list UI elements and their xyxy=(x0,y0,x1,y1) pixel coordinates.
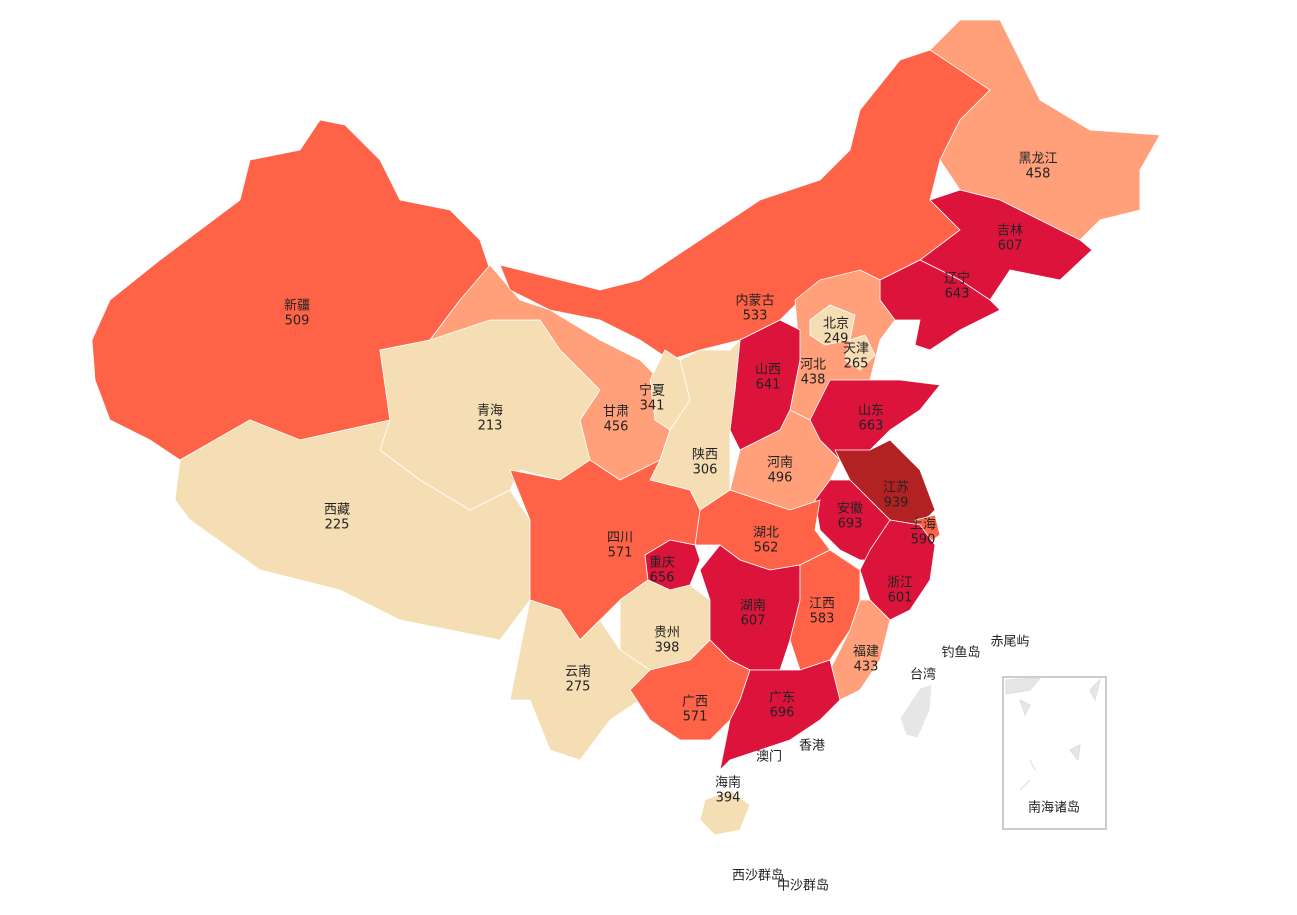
province-value: 641 xyxy=(756,378,781,393)
province-name: 江西 xyxy=(809,597,835,612)
province-name: 宁夏 xyxy=(639,383,665,399)
province-value: 571 xyxy=(608,546,633,561)
province xyxy=(649,338,741,511)
annotation: 西沙群岛 xyxy=(732,868,784,884)
province-value: 265 xyxy=(844,357,869,372)
annotation: 赤尾屿 xyxy=(990,635,1029,650)
annotation: 中沙群岛 xyxy=(777,878,829,894)
province-name: 甘肃 xyxy=(603,405,629,420)
province-value: 509 xyxy=(285,314,310,329)
province-name: 广西 xyxy=(682,695,708,710)
province-name: 四川 xyxy=(607,531,633,546)
province-name: 浙江 xyxy=(887,576,913,591)
province-name: 海南 xyxy=(715,775,741,791)
province-value: 458 xyxy=(1026,167,1051,182)
province-name: 吉林 xyxy=(997,224,1023,239)
province-name: 内蒙古 xyxy=(735,293,774,309)
province-value: 607 xyxy=(741,614,766,629)
province-name: 黑龙江 xyxy=(1018,152,1057,167)
annotation: 澳门 xyxy=(756,749,782,765)
province-value: 601 xyxy=(888,591,913,606)
province-value: 607 xyxy=(998,239,1023,254)
province-value: 643 xyxy=(945,287,970,302)
province-value: 656 xyxy=(650,571,675,586)
province-value: 583 xyxy=(810,612,835,627)
province xyxy=(509,599,651,761)
province-name: 重庆 xyxy=(649,555,675,571)
province-name: 西藏 xyxy=(324,503,350,518)
province xyxy=(91,119,491,461)
province-name: 安徽 xyxy=(837,502,863,517)
province-value: 571 xyxy=(683,710,708,725)
province-name: 江苏 xyxy=(883,480,909,496)
province-name: 湖北 xyxy=(753,526,779,541)
province-value: 663 xyxy=(859,419,884,434)
regions xyxy=(91,19,1161,836)
province-name: 河南 xyxy=(767,455,793,471)
province-value: 496 xyxy=(768,471,793,486)
annotation: 南海诸岛 xyxy=(1028,800,1080,816)
province-value: 433 xyxy=(854,660,879,675)
province-name: 湖南 xyxy=(740,598,766,614)
province-value: 225 xyxy=(325,518,350,533)
province-name: 新疆 xyxy=(284,298,310,314)
annotation: 香港 xyxy=(799,739,825,754)
province-value: 306 xyxy=(693,463,718,478)
province xyxy=(929,19,1161,241)
province-value: 341 xyxy=(640,399,665,414)
south-sea-islands xyxy=(1005,677,1101,791)
province-name: 福建 xyxy=(853,645,879,660)
province-name: 山东 xyxy=(858,404,884,419)
annotation: 钓鱼岛 xyxy=(941,645,980,661)
province xyxy=(649,349,691,431)
taiwan-shape xyxy=(899,683,933,739)
province-name: 陕西 xyxy=(692,448,718,463)
province xyxy=(719,659,841,772)
province-value: 590 xyxy=(911,533,936,548)
province xyxy=(859,519,936,621)
province-name: 云南 xyxy=(565,664,591,680)
province-value: 394 xyxy=(716,791,741,806)
province-value: 456 xyxy=(604,420,629,435)
province-name: 山西 xyxy=(755,363,781,378)
province-value: 696 xyxy=(770,706,795,721)
province-name: 上海 xyxy=(910,518,936,533)
province-name: 北京 xyxy=(823,317,849,332)
south-sea-box xyxy=(1002,676,1107,830)
province xyxy=(844,334,876,371)
province-value: 249 xyxy=(824,332,849,347)
annotation: 台湾 xyxy=(910,667,936,683)
province-name: 广东 xyxy=(769,691,795,706)
province-name: 辽宁 xyxy=(944,271,970,287)
province-value: 939 xyxy=(884,496,909,511)
labels: 新疆509西藏225青海213甘肃456内蒙古533黑龙江458吉林607辽宁6… xyxy=(284,152,1080,894)
province-value: 438 xyxy=(801,373,826,388)
province-name: 青海 xyxy=(477,404,503,419)
province xyxy=(789,549,861,671)
province-value: 533 xyxy=(743,309,768,324)
province-name: 贵州 xyxy=(654,626,680,641)
province-name: 河北 xyxy=(800,358,826,373)
province-value: 398 xyxy=(655,641,680,656)
province xyxy=(699,789,751,836)
province-name: 天津 xyxy=(843,342,869,357)
province xyxy=(829,599,891,701)
province-value: 562 xyxy=(754,541,779,556)
province-value: 693 xyxy=(838,517,863,532)
province-value: 275 xyxy=(566,680,591,695)
province-value: 213 xyxy=(478,419,503,434)
